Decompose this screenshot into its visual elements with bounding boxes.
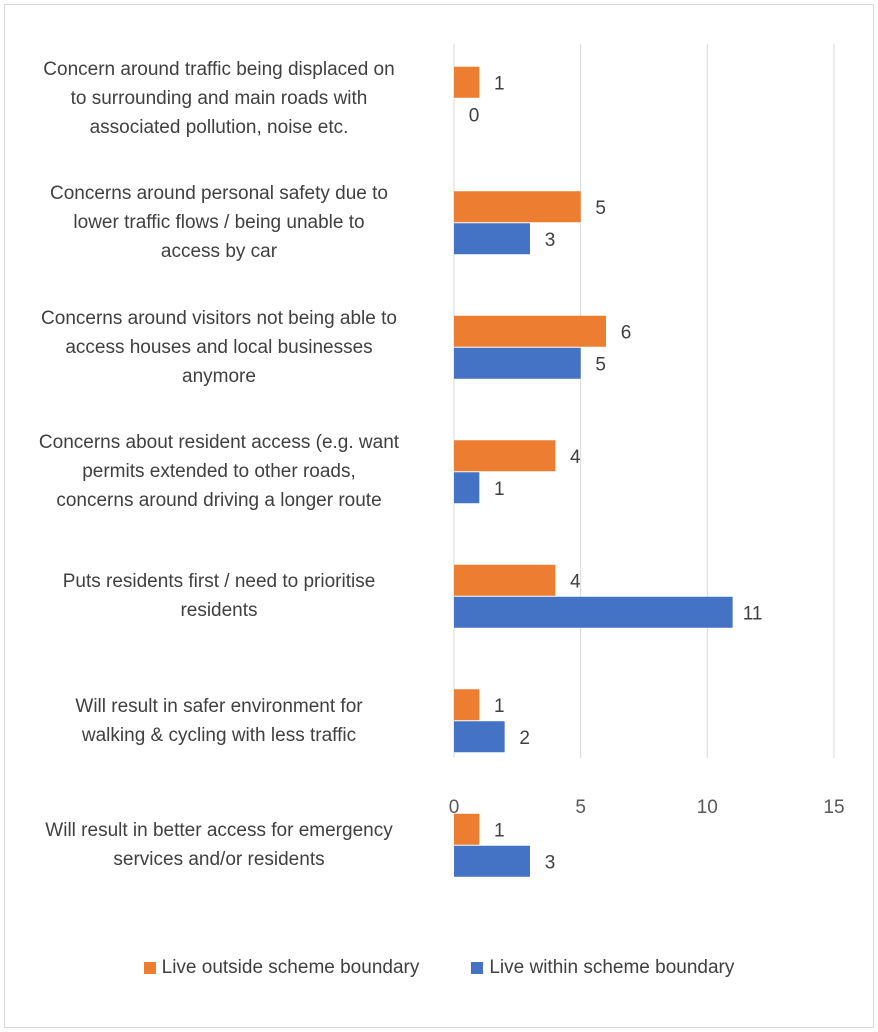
category-label-line: Concerns around visitors not being able … [41, 307, 397, 329]
data-label: 1 [494, 479, 505, 500]
bar-outside-3 [454, 440, 556, 472]
category-label: Will result in safer environment for walk… [4, 692, 434, 750]
data-label: 11 [743, 603, 763, 624]
data-label: 1 [494, 73, 505, 94]
x-tick-label: 5 [575, 797, 586, 818]
data-label: 2 [519, 728, 530, 749]
legend-swatch-outside [143, 962, 156, 974]
data-label: 6 [621, 322, 632, 343]
category-label-line: access by car [160, 241, 278, 263]
bar-within-6 [454, 845, 530, 877]
bar-within-2 [454, 347, 581, 379]
category-label-line: walking & cycling with less traffic [81, 724, 357, 746]
category-label-line: to surrounding and main roads with [70, 87, 368, 109]
data-label: 0 [469, 105, 480, 126]
bar-outside-6 [454, 813, 480, 845]
bar-within-1 [454, 223, 530, 255]
data-label: 5 [595, 198, 606, 219]
category-label: Will result in better access for emergen… [4, 816, 434, 874]
chart-legend: Live outside scheme boundary Live within… [0, 957, 878, 979]
legend-label-within: Live within scheme boundary [489, 957, 735, 978]
bar-outside-2 [454, 315, 606, 347]
category-label-line: concerns around driving a longer route [56, 490, 382, 512]
data-label: 3 [545, 852, 556, 873]
category-label-line: Concerns around personal safety due to [50, 183, 388, 205]
category-label-line: anymore [182, 365, 256, 387]
chart-frame [4, 4, 874, 1028]
legend-item-within: Live within scheme boundary [471, 957, 734, 979]
bar-outside-4 [454, 564, 556, 596]
data-label: 5 [595, 354, 606, 375]
bar-outside-1 [454, 191, 581, 223]
category-label-line: Concerns about resident access (e.g. wan… [38, 432, 400, 454]
category-label-line: Will result in safer environment for [75, 695, 363, 717]
x-tick-label: 10 [697, 797, 718, 818]
legend-item-outside: Live outside scheme boundary [143, 957, 420, 979]
category-label-line: Concern around traffic being displaced o… [43, 58, 395, 80]
legend-swatch-within [471, 962, 484, 974]
data-label: 4 [570, 571, 581, 592]
category-label: Puts residents first / need to prioritis… [4, 567, 434, 625]
category-label: Concerns about resident access (e.g. wan… [4, 428, 434, 515]
bar-outside-0 [454, 66, 480, 98]
category-label: Concerns around personal safety due to lo… [4, 179, 434, 266]
x-tick-label: 0 [449, 797, 460, 818]
bar-within-4 [454, 596, 733, 628]
data-label: 3 [545, 230, 556, 251]
x-tick-label: 15 [823, 797, 844, 818]
category-label-line: services and/or residents [113, 849, 325, 871]
category-label-line: permits extended to other roads, [82, 461, 356, 483]
category-label-line: associated pollution, noise etc. [89, 116, 349, 138]
category-label: Concerns around visitors not being able … [4, 304, 434, 391]
legend-label-outside: Live outside scheme boundary [161, 957, 420, 978]
category-label-line: residents [180, 600, 258, 622]
data-label: 1 [494, 820, 505, 841]
category-label-line: access houses and local businesses [65, 336, 373, 358]
bar-within-5 [454, 721, 505, 753]
category-label-line: Will result in better access for emergen… [45, 820, 393, 842]
bar-outside-5 [454, 689, 480, 721]
bar-within-3 [454, 472, 480, 504]
category-label-line: lower traffic flows / being unable to [73, 212, 365, 234]
category-label-line: Puts residents first / need to prioritis… [62, 571, 376, 593]
category-label: Concern around traffic being displaced o… [4, 55, 434, 142]
data-label: 1 [494, 696, 505, 717]
data-label: 4 [570, 447, 581, 468]
